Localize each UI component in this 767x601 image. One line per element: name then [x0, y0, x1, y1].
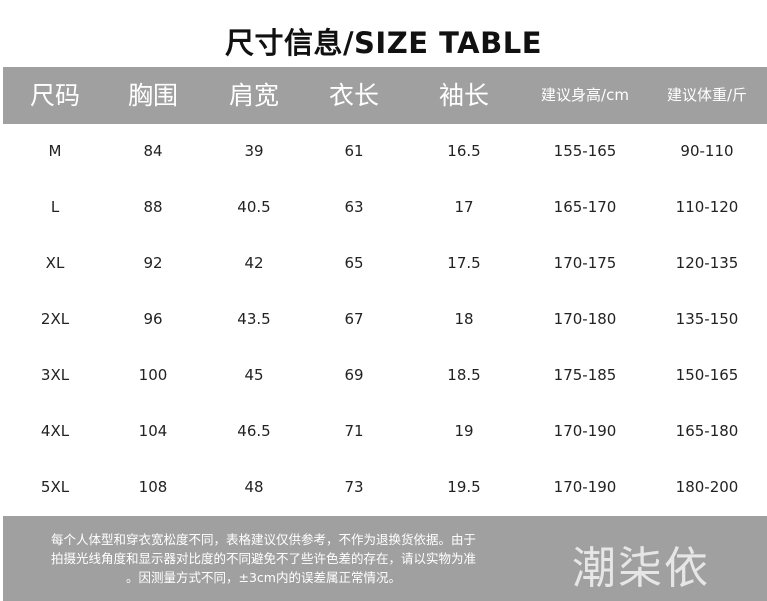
table-cell: 104 — [138, 422, 168, 440]
table-cell: L — [50, 198, 60, 216]
table-cell: 61 — [344, 142, 364, 160]
table-cell: 170-180 — [553, 310, 617, 328]
table-cell: 120-135 — [675, 254, 739, 272]
note-line: 每个人体型和穿衣宽松度不同，表格建议仅供参考，不作为退换货依据。由于 — [50, 532, 476, 547]
table-cell: 155-165 — [553, 142, 617, 160]
table-cell: XL — [45, 254, 65, 272]
table-cell: 180-200 — [675, 478, 739, 496]
table-cell: 69 — [344, 366, 364, 384]
table-cell: 170-190 — [553, 478, 617, 496]
table-cell: 40.5 — [237, 198, 271, 216]
table-cell: 71 — [344, 422, 364, 440]
table-cell: 65 — [344, 254, 364, 272]
table-cell: 110-120 — [675, 198, 739, 216]
brand-logo: 潮柒依 — [572, 543, 710, 594]
table-cell: 2XL — [40, 310, 70, 328]
table-cell: 88 — [143, 198, 163, 216]
table-cell: 5XL — [40, 478, 70, 496]
table-cell: 4XL — [40, 422, 70, 440]
note-line: 拍摄光线角度和显示器对比度的不同避免不了些许色差的存在，请以实物为准 — [50, 551, 476, 566]
table-cell: 165-180 — [675, 422, 739, 440]
column-header: 袖长 — [438, 81, 490, 110]
table-cell: 19 — [454, 422, 474, 440]
table-cell: 67 — [344, 310, 364, 328]
table-cell: 92 — [143, 254, 163, 272]
table-cell: 43.5 — [237, 310, 271, 328]
table-cell: 96 — [143, 310, 163, 328]
table-cell: 3XL — [40, 366, 70, 384]
table-cell: 108 — [138, 478, 168, 496]
table-cell: 63 — [344, 198, 364, 216]
table-cell: 19.5 — [447, 478, 481, 496]
header-bar — [3, 67, 767, 124]
table-cell: 73 — [344, 478, 364, 496]
footer-bar — [3, 516, 767, 601]
table-cell: 46.5 — [237, 422, 271, 440]
table-cell: 170-175 — [553, 254, 617, 272]
table-cell: 165-170 — [553, 198, 617, 216]
table-cell: 45 — [244, 366, 264, 384]
table-cell: 17.5 — [447, 254, 481, 272]
table-cell: 18.5 — [447, 366, 481, 384]
table-cell: 16.5 — [447, 142, 481, 160]
column-header: 肩宽 — [228, 81, 280, 110]
disclaimer-note: 每个人体型和穿衣宽松度不同，表格建议仅供参考，不作为退换货依据。由于 拍摄光线角… — [6, 530, 521, 587]
column-header: 建议体重/斤 — [666, 86, 748, 104]
column-header: 衣长 — [328, 81, 380, 110]
table-cell: 42 — [244, 254, 264, 272]
table-cell: 150-165 — [675, 366, 739, 384]
table-cell: 17 — [454, 198, 474, 216]
table-cell: 48 — [244, 478, 264, 496]
table-cell: 39 — [244, 142, 264, 160]
table-cell: M — [48, 142, 62, 160]
table-cell: 135-150 — [675, 310, 739, 328]
column-header: 胸围 — [127, 81, 179, 110]
table-cell: 84 — [143, 142, 163, 160]
column-header: 建议身高/cm — [541, 86, 629, 104]
table-cell: 175-185 — [553, 366, 617, 384]
table-cell: 100 — [138, 366, 168, 384]
table-cell: 170-190 — [553, 422, 617, 440]
table-cell: 90-110 — [680, 142, 734, 160]
note-line: 。因测量方式不同，±3cm内的误差属正常情况。 — [126, 570, 401, 585]
page-title: 尺寸信息/SIZE TABLE — [224, 26, 543, 60]
column-header: 尺码 — [29, 81, 81, 110]
table-cell: 18 — [454, 310, 474, 328]
